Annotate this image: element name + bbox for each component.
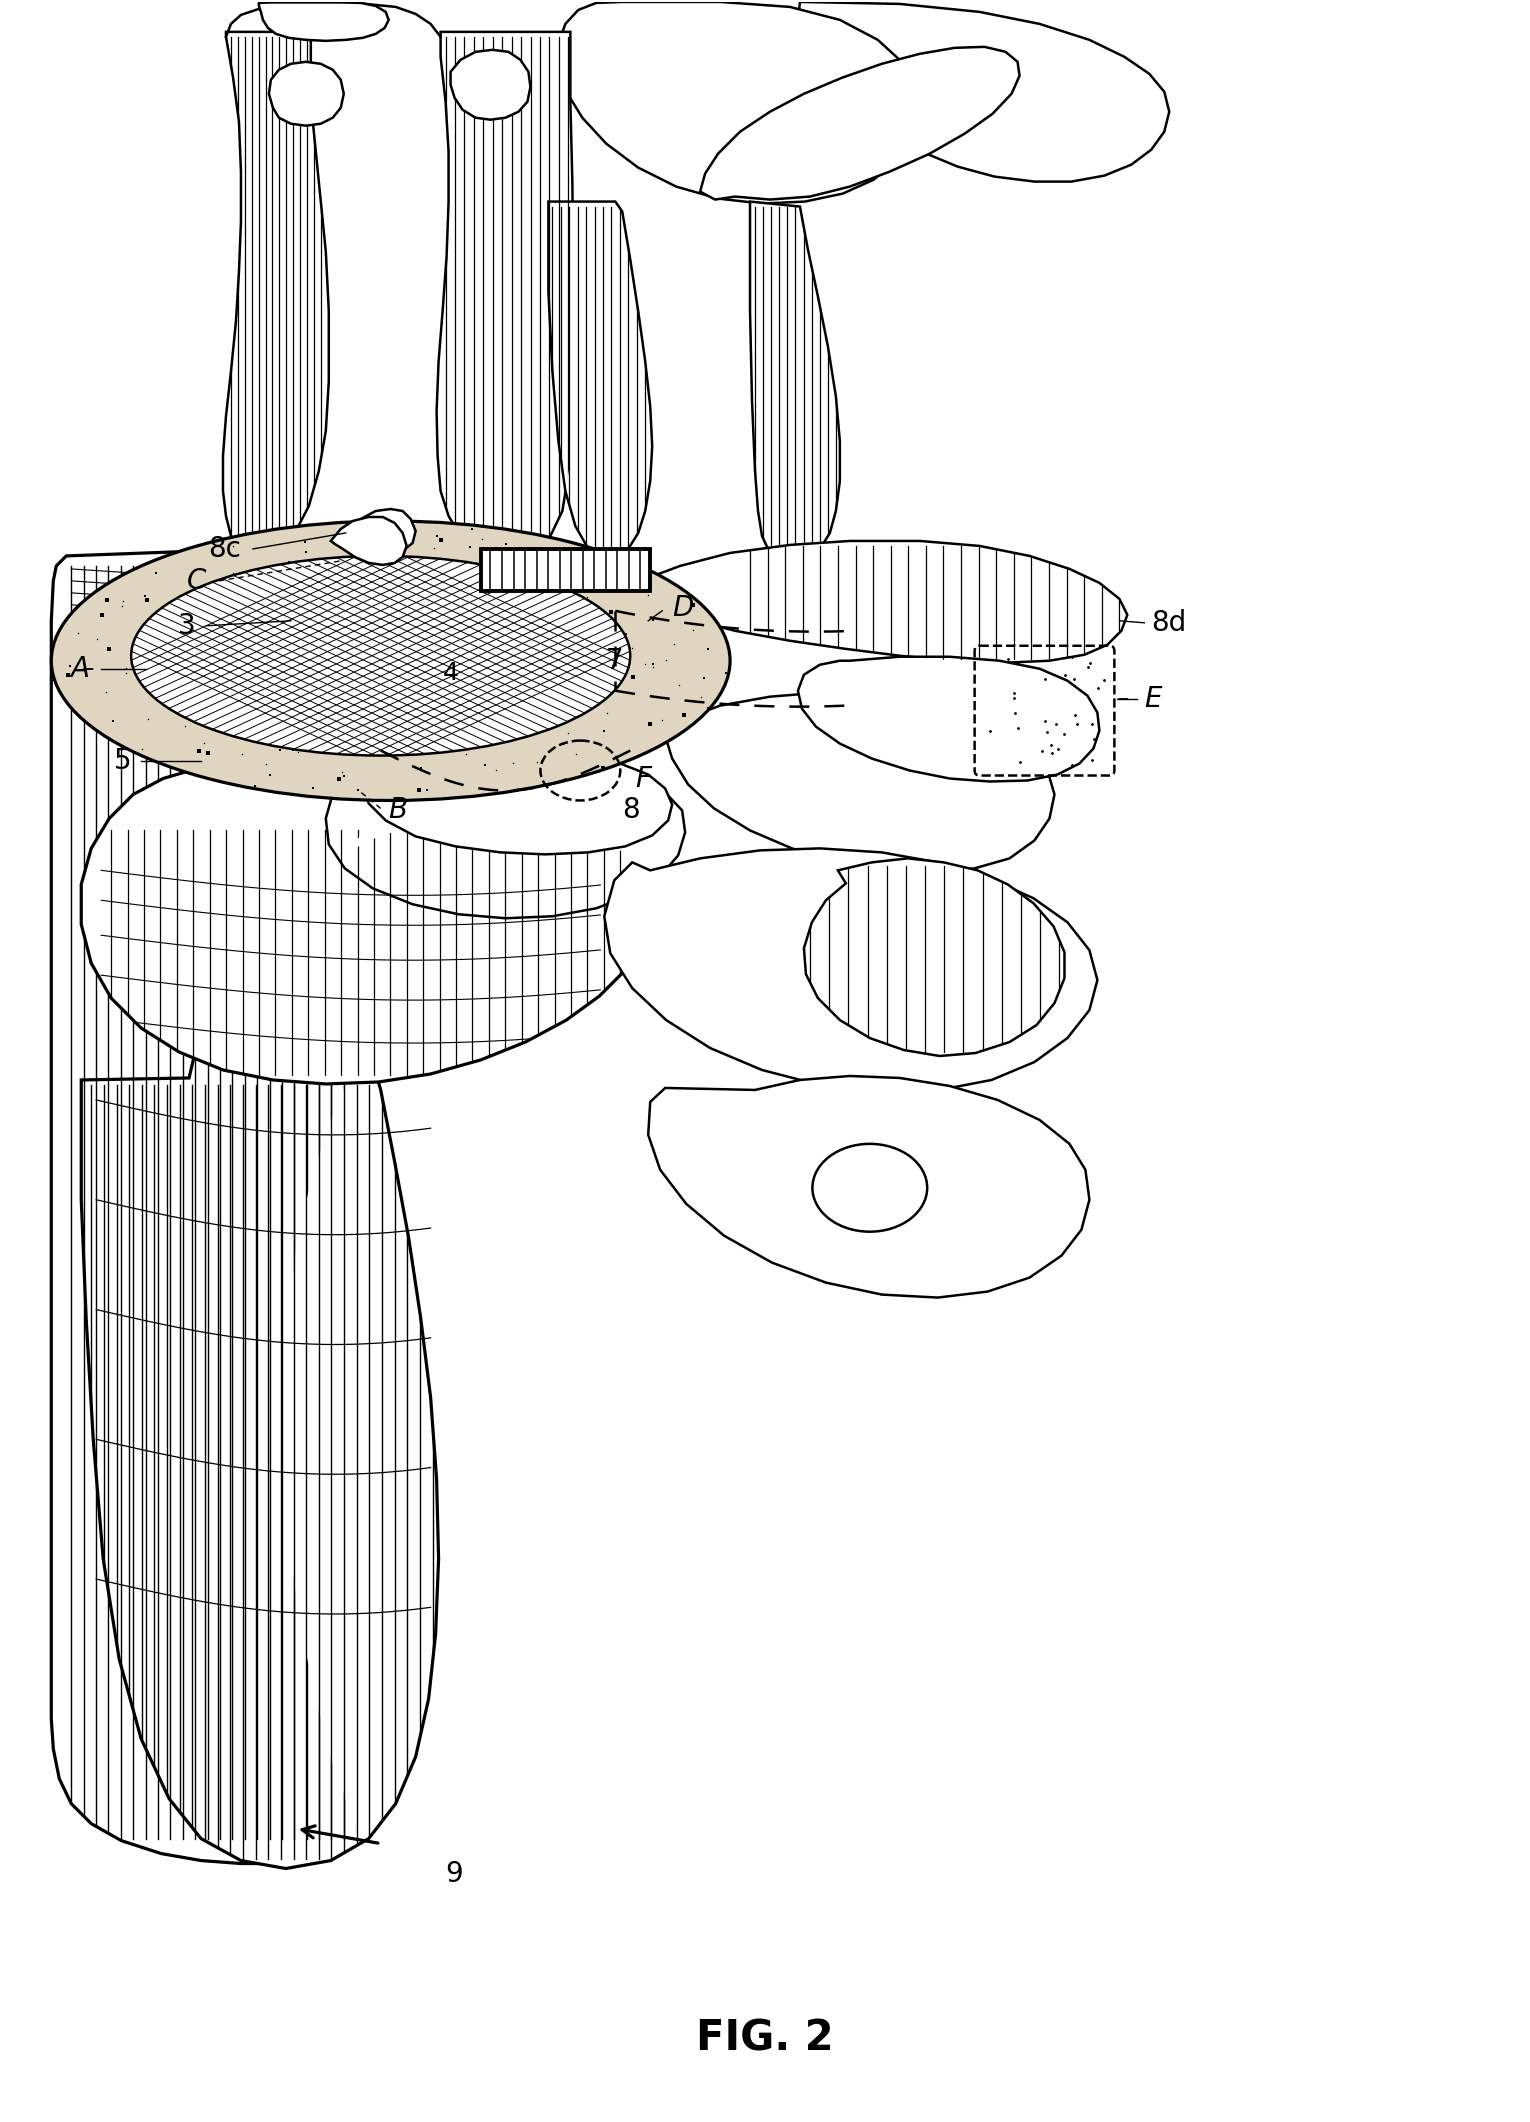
Text: 9: 9 — [445, 1859, 464, 1889]
Text: FIG. 2: FIG. 2 — [696, 2018, 834, 2058]
Polygon shape — [81, 993, 439, 1869]
Polygon shape — [803, 859, 1065, 1057]
Polygon shape — [604, 849, 1097, 1093]
Text: 4: 4 — [442, 660, 459, 685]
Text: 5: 5 — [113, 747, 132, 775]
Polygon shape — [363, 749, 672, 855]
Ellipse shape — [812, 1144, 927, 1231]
Text: C: C — [187, 567, 207, 594]
Polygon shape — [450, 49, 531, 119]
Polygon shape — [664, 692, 1054, 872]
Polygon shape — [548, 202, 652, 562]
Polygon shape — [330, 518, 407, 564]
Polygon shape — [326, 751, 685, 919]
Polygon shape — [799, 656, 1100, 781]
Text: 8c: 8c — [208, 535, 240, 562]
Text: 8d: 8d — [1151, 609, 1187, 637]
Polygon shape — [701, 47, 1019, 199]
Polygon shape — [480, 550, 650, 590]
Text: 7: 7 — [606, 647, 623, 675]
Text: A: A — [70, 656, 89, 683]
Polygon shape — [558, 2, 918, 204]
Text: 8: 8 — [623, 796, 640, 825]
Text: F: F — [635, 764, 652, 792]
Polygon shape — [436, 32, 574, 556]
Polygon shape — [269, 62, 344, 125]
Polygon shape — [799, 2, 1169, 182]
Polygon shape — [223, 32, 329, 556]
Polygon shape — [52, 550, 461, 1863]
Ellipse shape — [815, 912, 924, 987]
Polygon shape — [675, 857, 1019, 1008]
Ellipse shape — [52, 522, 730, 800]
Polygon shape — [649, 1076, 1089, 1297]
Text: E: E — [1144, 685, 1161, 713]
Text: –: – — [1117, 688, 1129, 711]
Polygon shape — [750, 202, 840, 562]
Ellipse shape — [132, 556, 630, 755]
Text: –: – — [81, 656, 95, 681]
Text: B: B — [389, 796, 407, 825]
Polygon shape — [638, 541, 1128, 662]
Text: 3: 3 — [179, 611, 196, 641]
Polygon shape — [350, 509, 416, 556]
Text: D: D — [672, 594, 693, 622]
Polygon shape — [259, 2, 389, 40]
Polygon shape — [81, 764, 650, 1084]
